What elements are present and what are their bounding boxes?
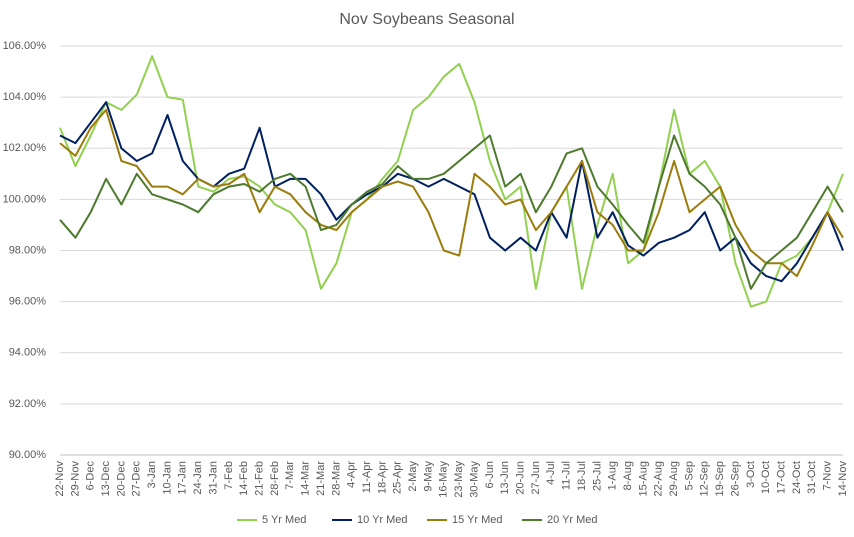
- x-tick-label: 9-May: [422, 461, 434, 492]
- y-tick-label: 94.00%: [9, 347, 47, 359]
- x-tick-label: 7-Feb: [223, 461, 235, 490]
- x-tick-label: 6-Dec: [85, 461, 97, 491]
- y-tick-label: 90.00%: [9, 449, 47, 461]
- x-tick-label: 13-Jun: [499, 461, 511, 495]
- x-tick-label: 21-Mar: [315, 461, 327, 496]
- x-tick-label: 7-Mar: [284, 461, 296, 490]
- x-tick-label: 11-Jul: [561, 461, 573, 490]
- x-tick-label: 27-Jun: [530, 461, 542, 495]
- chart-title: Nov Soybeans Seasonal: [339, 11, 514, 28]
- x-tick-label: 17-Jan: [177, 461, 189, 495]
- x-tick-label: 29-Nov: [69, 461, 81, 497]
- x-tick-label: 21-Feb: [253, 461, 265, 496]
- x-tick-label: 10-Jan: [161, 461, 173, 495]
- x-tick-label: 30-May: [468, 461, 480, 498]
- x-tick-label: 25-Jul: [591, 461, 603, 491]
- x-tick-label: 10-Oct: [760, 461, 772, 494]
- y-tick-label: 92.00%: [9, 398, 47, 410]
- y-tick-label: 106.00%: [3, 40, 47, 52]
- y-tick-label: 100.00%: [3, 193, 47, 205]
- legend-label: 20 Yr Med: [547, 514, 598, 526]
- x-tick-label: 3-Oct: [745, 461, 757, 488]
- x-tick-label: 4-Jul: [545, 461, 557, 485]
- y-tick-label: 102.00%: [3, 142, 47, 154]
- x-tick-label: 14-Feb: [238, 461, 250, 496]
- x-tick-label: 3-Jan: [146, 461, 158, 489]
- x-tick-label: 20-Jun: [514, 461, 526, 495]
- x-tick-label: 8-Aug: [622, 461, 634, 490]
- x-tick-label: 6-Jun: [484, 461, 496, 489]
- x-tick-label: 1-Aug: [607, 461, 619, 490]
- series-line: [59, 101, 844, 283]
- series-line: [59, 134, 844, 290]
- x-tick-label: 11-Apr: [361, 461, 373, 494]
- x-tick-label: 14-Mar: [300, 461, 312, 496]
- x-tick-label: 2-May: [407, 461, 419, 492]
- legend-label: 5 Yr Med: [262, 514, 306, 526]
- x-tick-label: 19-Sep: [714, 461, 726, 496]
- x-tick-label: 25-Apr: [392, 461, 404, 494]
- x-tick-label: 31-Oct: [806, 461, 818, 494]
- x-tick-label: 27-Dec: [131, 461, 143, 497]
- x-tick-label: 20-Dec: [115, 461, 127, 497]
- x-tick-label: 15-Aug: [637, 461, 649, 496]
- x-tick-label: 26-Sep: [729, 461, 741, 496]
- x-tick-label: 31-Jan: [207, 461, 219, 495]
- y-tick-label: 98.00%: [9, 244, 47, 256]
- x-tick-label: 24-Jan: [192, 461, 204, 495]
- x-tick-label: 4-Apr: [346, 461, 358, 488]
- x-tick-label: 18-Jul: [576, 461, 588, 491]
- x-tick-label: 29-Aug: [668, 461, 680, 496]
- x-tick-label: 22-Aug: [653, 461, 665, 496]
- x-tick-label: 28-Mar: [330, 461, 342, 496]
- x-tick-label: 24-Oct: [791, 461, 803, 494]
- x-tick-label: 13-Dec: [100, 461, 112, 497]
- x-tick-label: 12-Sep: [699, 461, 711, 496]
- x-tick-label: 5-Sep: [683, 461, 695, 490]
- legend-label: 10 Yr Med: [357, 514, 408, 526]
- legend-label: 15 Yr Med: [452, 514, 503, 526]
- x-tick-label: 23-May: [453, 461, 465, 498]
- x-tick-label: 14-Nov: [837, 461, 849, 497]
- y-tick-label: 104.00%: [3, 91, 47, 103]
- x-tick-label: 16-May: [438, 461, 450, 498]
- x-tick-label: 28-Feb: [269, 461, 281, 496]
- series-line: [59, 108, 844, 278]
- series-line: [59, 55, 844, 308]
- x-tick-label: 7-Nov: [822, 461, 834, 491]
- x-tick-label: 17-Oct: [775, 461, 787, 494]
- y-tick-label: 96.00%: [9, 296, 47, 308]
- x-tick-label: 22-Nov: [54, 461, 66, 497]
- x-tick-label: 18-Apr: [376, 461, 388, 494]
